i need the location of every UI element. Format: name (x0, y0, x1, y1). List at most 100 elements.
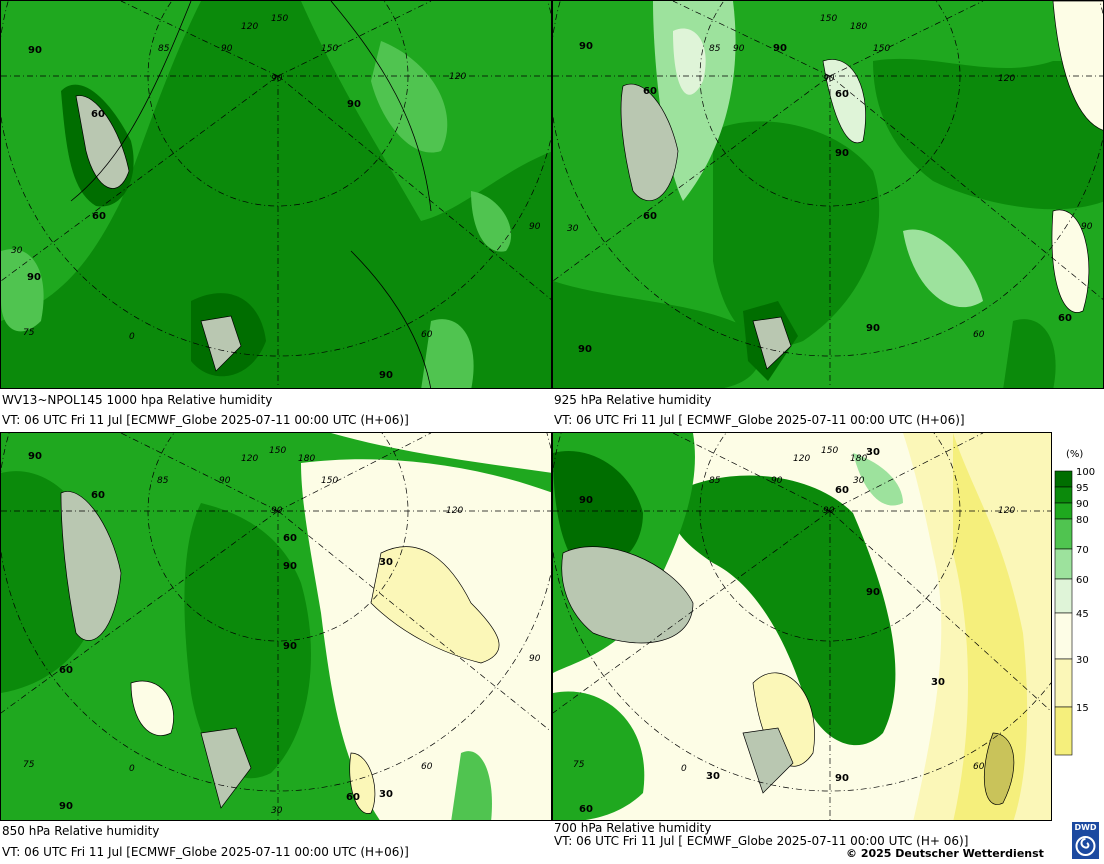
grid-label: 120 (446, 506, 463, 516)
contour-label: 60 (579, 804, 593, 815)
grid-label: 30 (271, 806, 283, 816)
grid-label: 120 (998, 74, 1015, 84)
contour-label: 60 (835, 485, 849, 496)
legend-swatch (1054, 612, 1073, 660)
valid-time: VT: 06 UTC Fri 11 Jul [ECMWF_Globe 2025-… (2, 845, 409, 859)
legend-tick-label: 60 (1076, 575, 1089, 586)
panel-title: 850 hPa Relative humidity (2, 824, 160, 838)
contour-label: 30 (931, 677, 945, 688)
rh-map-850hpa: 90 60 60 60 90 90 30 90 60 30 120 150 18… (1, 433, 551, 820)
rh-map-1000hpa: 90 60 60 90 90 90 120 150 90 85 90 150 1… (1, 1, 551, 388)
legend-tick-label: 100 (1076, 467, 1095, 478)
grid-label: 30 (853, 476, 865, 486)
contour-label: 60 (92, 211, 106, 222)
contour-label: 90 (283, 641, 297, 652)
legend-tick-label: 80 (1076, 515, 1089, 526)
legend-swatch (1054, 470, 1073, 488)
grid-label: 0 (681, 764, 687, 774)
legend-unit: (%) (1066, 449, 1083, 460)
map-panel-850hpa: 90 60 60 60 90 90 30 90 60 30 120 150 18… (0, 432, 552, 821)
contour-label: 90 (866, 587, 880, 598)
legend-swatch (1054, 486, 1073, 504)
grid-label: 120 (793, 454, 810, 464)
swirl-icon (1075, 836, 1096, 856)
grid-label: 85 (709, 44, 721, 54)
contour-label: 30 (379, 789, 393, 800)
grid-label: 60 (973, 330, 985, 340)
grid-label: 90 (271, 506, 283, 516)
legend-swatch (1054, 658, 1073, 708)
legend-tick-label: 15 (1076, 703, 1089, 714)
contour-label: 60 (346, 792, 360, 803)
rh-color-legend: (%) 100 95 90 80 70 60 45 30 15 (1052, 441, 1100, 821)
grid-label: 150 (873, 44, 890, 54)
map-panel-925hpa: 90 60 60 60 90 60 90 90 90 150 180 85 90… (552, 0, 1104, 389)
grid-label: 90 (221, 44, 233, 54)
grid-label: 120 (449, 72, 466, 82)
grid-label: 150 (820, 14, 837, 24)
contour-label: 60 (835, 89, 849, 100)
grid-label: 75 (573, 760, 585, 770)
panel-title: 700 hPa Relative humidity (554, 821, 712, 835)
legend-swatch (1054, 578, 1073, 614)
map-panel-700hpa: 90 60 30 90 30 30 90 60 120 150 180 85 9… (552, 432, 1052, 821)
contour-label: 90 (835, 773, 849, 784)
grid-label: 150 (269, 446, 286, 456)
contour-label: 30 (866, 447, 880, 458)
grid-label: 90 (271, 74, 283, 84)
grid-label: 75 (23, 760, 35, 770)
grid-label: 85 (158, 44, 170, 54)
contour-label: 90 (59, 801, 73, 812)
dwd-logo-text: DWD (1074, 823, 1097, 832)
valid-time: VT: 06 UTC Fri 11 Jul [ ECMWF_Globe 2025… (554, 413, 965, 427)
map-panel-1000hpa: 90 60 60 90 90 90 120 150 90 85 90 150 1… (0, 0, 552, 389)
copyright-notice: © 2025 Deutscher Wetterdienst (846, 847, 1044, 860)
legend-tick-label: 45 (1076, 609, 1089, 620)
contour-label: 60 (59, 665, 73, 676)
grid-label: 90 (529, 654, 541, 664)
contour-label: 90 (347, 99, 361, 110)
contour-label: 90 (578, 344, 592, 355)
rh-map-925hpa: 90 60 60 60 90 60 90 90 90 150 180 85 90… (553, 1, 1103, 388)
grid-label: 60 (973, 762, 985, 772)
contour-label: 90 (773, 43, 787, 54)
grid-label: 90 (733, 44, 745, 54)
grid-label: 75 (23, 328, 35, 338)
grid-label: 30 (11, 246, 23, 256)
grid-label: 85 (709, 476, 721, 486)
grid-label: 150 (271, 14, 288, 24)
contour-label: 60 (91, 490, 105, 501)
grid-label: 180 (850, 454, 867, 464)
contour-label: 90 (579, 495, 593, 506)
grid-label: 0 (129, 764, 135, 774)
legend-swatch (1054, 706, 1073, 756)
legend-swatch (1054, 518, 1073, 550)
legend-swatch (1054, 548, 1073, 580)
contour-label: 90 (379, 370, 393, 381)
legend-tick-label: 30 (1076, 655, 1089, 666)
legend-swatch (1054, 502, 1073, 520)
grid-label: 150 (821, 446, 838, 456)
legend-tick-label: 70 (1076, 545, 1089, 556)
grid-label: 180 (298, 454, 315, 464)
contour-label: 90 (835, 148, 849, 159)
contour-label: 90 (866, 323, 880, 334)
contour-label: 90 (283, 561, 297, 572)
grid-label: 150 (321, 44, 338, 54)
contour-label: 60 (91, 109, 105, 120)
legend-tick-label: 95 (1076, 483, 1089, 494)
grid-label: 0 (129, 332, 135, 342)
contour-label: 60 (1058, 313, 1072, 324)
grid-label: 90 (529, 222, 541, 232)
grid-label: 90 (771, 476, 783, 486)
contour-label: 60 (643, 86, 657, 97)
grid-label: 60 (421, 762, 433, 772)
grid-label: 60 (421, 330, 433, 340)
grid-label: 90 (823, 74, 835, 84)
valid-time: VT: 06 UTC Fri 11 Jul [ECMWF_Globe 2025-… (2, 413, 409, 427)
grid-label: 85 (157, 476, 169, 486)
valid-time: VT: 06 UTC Fri 11 Jul [ ECMWF_Globe 2025… (554, 834, 969, 848)
grid-label: 90 (219, 476, 231, 486)
contour-label: 90 (27, 272, 41, 283)
contour-label: 60 (643, 211, 657, 222)
